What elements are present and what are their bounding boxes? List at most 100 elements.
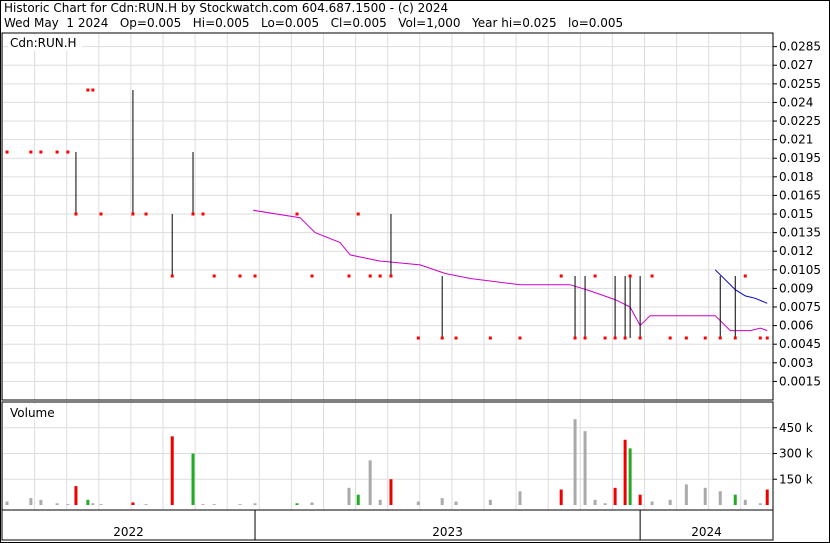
volume-bar	[593, 499, 597, 505]
year-label: 2024	[691, 525, 722, 539]
y-tick-label: 0.0165	[779, 188, 821, 202]
close-marker	[389, 274, 393, 278]
close-marker	[74, 212, 78, 216]
close-marker	[212, 274, 216, 278]
volume-bar	[758, 503, 762, 505]
close-marker	[743, 274, 747, 278]
y-tick-label: 0.003	[779, 356, 813, 370]
close-marker	[623, 336, 627, 340]
close-marker	[29, 150, 33, 154]
close-marker	[583, 336, 587, 340]
volume-bar	[347, 487, 351, 505]
close-marker	[603, 336, 607, 340]
volume-bar	[416, 501, 420, 505]
grid-pattern	[2, 33, 773, 400]
volume-bar	[378, 499, 382, 505]
volume-bar	[253, 503, 257, 505]
close-marker	[66, 150, 70, 154]
label-bg	[8, 404, 58, 420]
volume-bar	[39, 499, 43, 505]
volume-bar	[638, 494, 642, 505]
y-tick-label: 0.0075	[779, 300, 821, 314]
close-marker	[131, 212, 135, 216]
close-marker	[191, 212, 195, 216]
volume-bar	[5, 501, 9, 505]
price-panel-title: Cdn:RUN.H	[10, 36, 77, 50]
volume-bar	[573, 419, 577, 505]
close-marker	[91, 88, 95, 92]
volume-bar	[310, 502, 314, 505]
close-marker	[238, 274, 242, 278]
close-marker	[201, 212, 205, 216]
close-marker	[628, 274, 632, 278]
header-summary: Wed May 1 2024 Op=0.005 Hi=0.005 Lo=0.00…	[4, 16, 623, 30]
volume-bar	[668, 499, 672, 505]
volume-bar	[559, 489, 563, 505]
y-tick-label: 0.0015	[779, 374, 821, 388]
close-marker	[718, 336, 722, 340]
volume-bar	[650, 501, 654, 505]
close-marker	[668, 336, 672, 340]
y-tick-label: 0.009	[779, 281, 813, 295]
volume-bar	[454, 501, 458, 505]
volume-bar	[99, 504, 103, 505]
close-marker	[518, 336, 522, 340]
volume-bar	[86, 499, 90, 505]
volume-bar	[144, 504, 148, 505]
volume-bar	[488, 499, 492, 505]
close-marker	[703, 336, 707, 340]
close-marker	[559, 274, 563, 278]
volume-bar	[583, 431, 587, 505]
close-marker	[253, 274, 257, 278]
close-marker	[295, 212, 299, 216]
close-marker	[733, 336, 737, 340]
volume-bar	[131, 502, 135, 505]
y-tick-label: 0.024	[779, 95, 813, 109]
close-marker	[613, 336, 617, 340]
volume-bar	[733, 494, 737, 505]
volume-bar	[201, 504, 205, 505]
y-tick-label: 0.0135	[779, 226, 821, 240]
close-marker	[144, 212, 148, 216]
close-marker	[488, 336, 492, 340]
volume-bar	[440, 498, 444, 505]
volume-bar	[703, 487, 707, 505]
close-marker	[758, 336, 762, 340]
volume-bar	[212, 504, 216, 505]
close-marker	[310, 274, 314, 278]
y-tick-label: 0.006	[779, 319, 813, 333]
y-tick-label: 0.0195	[779, 151, 821, 165]
volume-bar	[66, 504, 70, 505]
y-tick-label: 300 k	[779, 447, 813, 461]
close-marker	[440, 336, 444, 340]
y-tick-label: 0.0225	[779, 114, 821, 128]
volume-bar	[765, 489, 769, 505]
close-marker	[593, 274, 597, 278]
y-tick-label: 450 k	[779, 421, 813, 435]
volume-bar	[743, 499, 747, 505]
close-marker	[55, 150, 59, 154]
y-tick-label: 0.0045	[779, 337, 821, 351]
volume-bar	[718, 491, 722, 505]
volume-bar	[613, 487, 617, 505]
volume-bar	[623, 439, 627, 505]
close-marker	[638, 336, 642, 340]
header-title: Historic Chart for Cdn:RUN.H by Stockwat…	[4, 1, 448, 15]
time-axis-frame	[1, 509, 774, 541]
y-tick-label: 0.012	[779, 244, 813, 258]
volume-bar	[356, 494, 360, 505]
volume-bar	[628, 448, 632, 505]
volume-bar	[55, 503, 59, 505]
volume-bar	[74, 486, 78, 505]
moving-average-line	[714, 269, 768, 304]
close-marker	[368, 274, 372, 278]
close-marker	[650, 274, 654, 278]
y-tick-label: 0.027	[779, 58, 813, 72]
volume-bar	[91, 503, 95, 505]
grid-pattern	[2, 402, 773, 510]
volume-bar	[170, 436, 174, 505]
close-marker	[573, 336, 577, 340]
price-frame	[1, 32, 774, 401]
